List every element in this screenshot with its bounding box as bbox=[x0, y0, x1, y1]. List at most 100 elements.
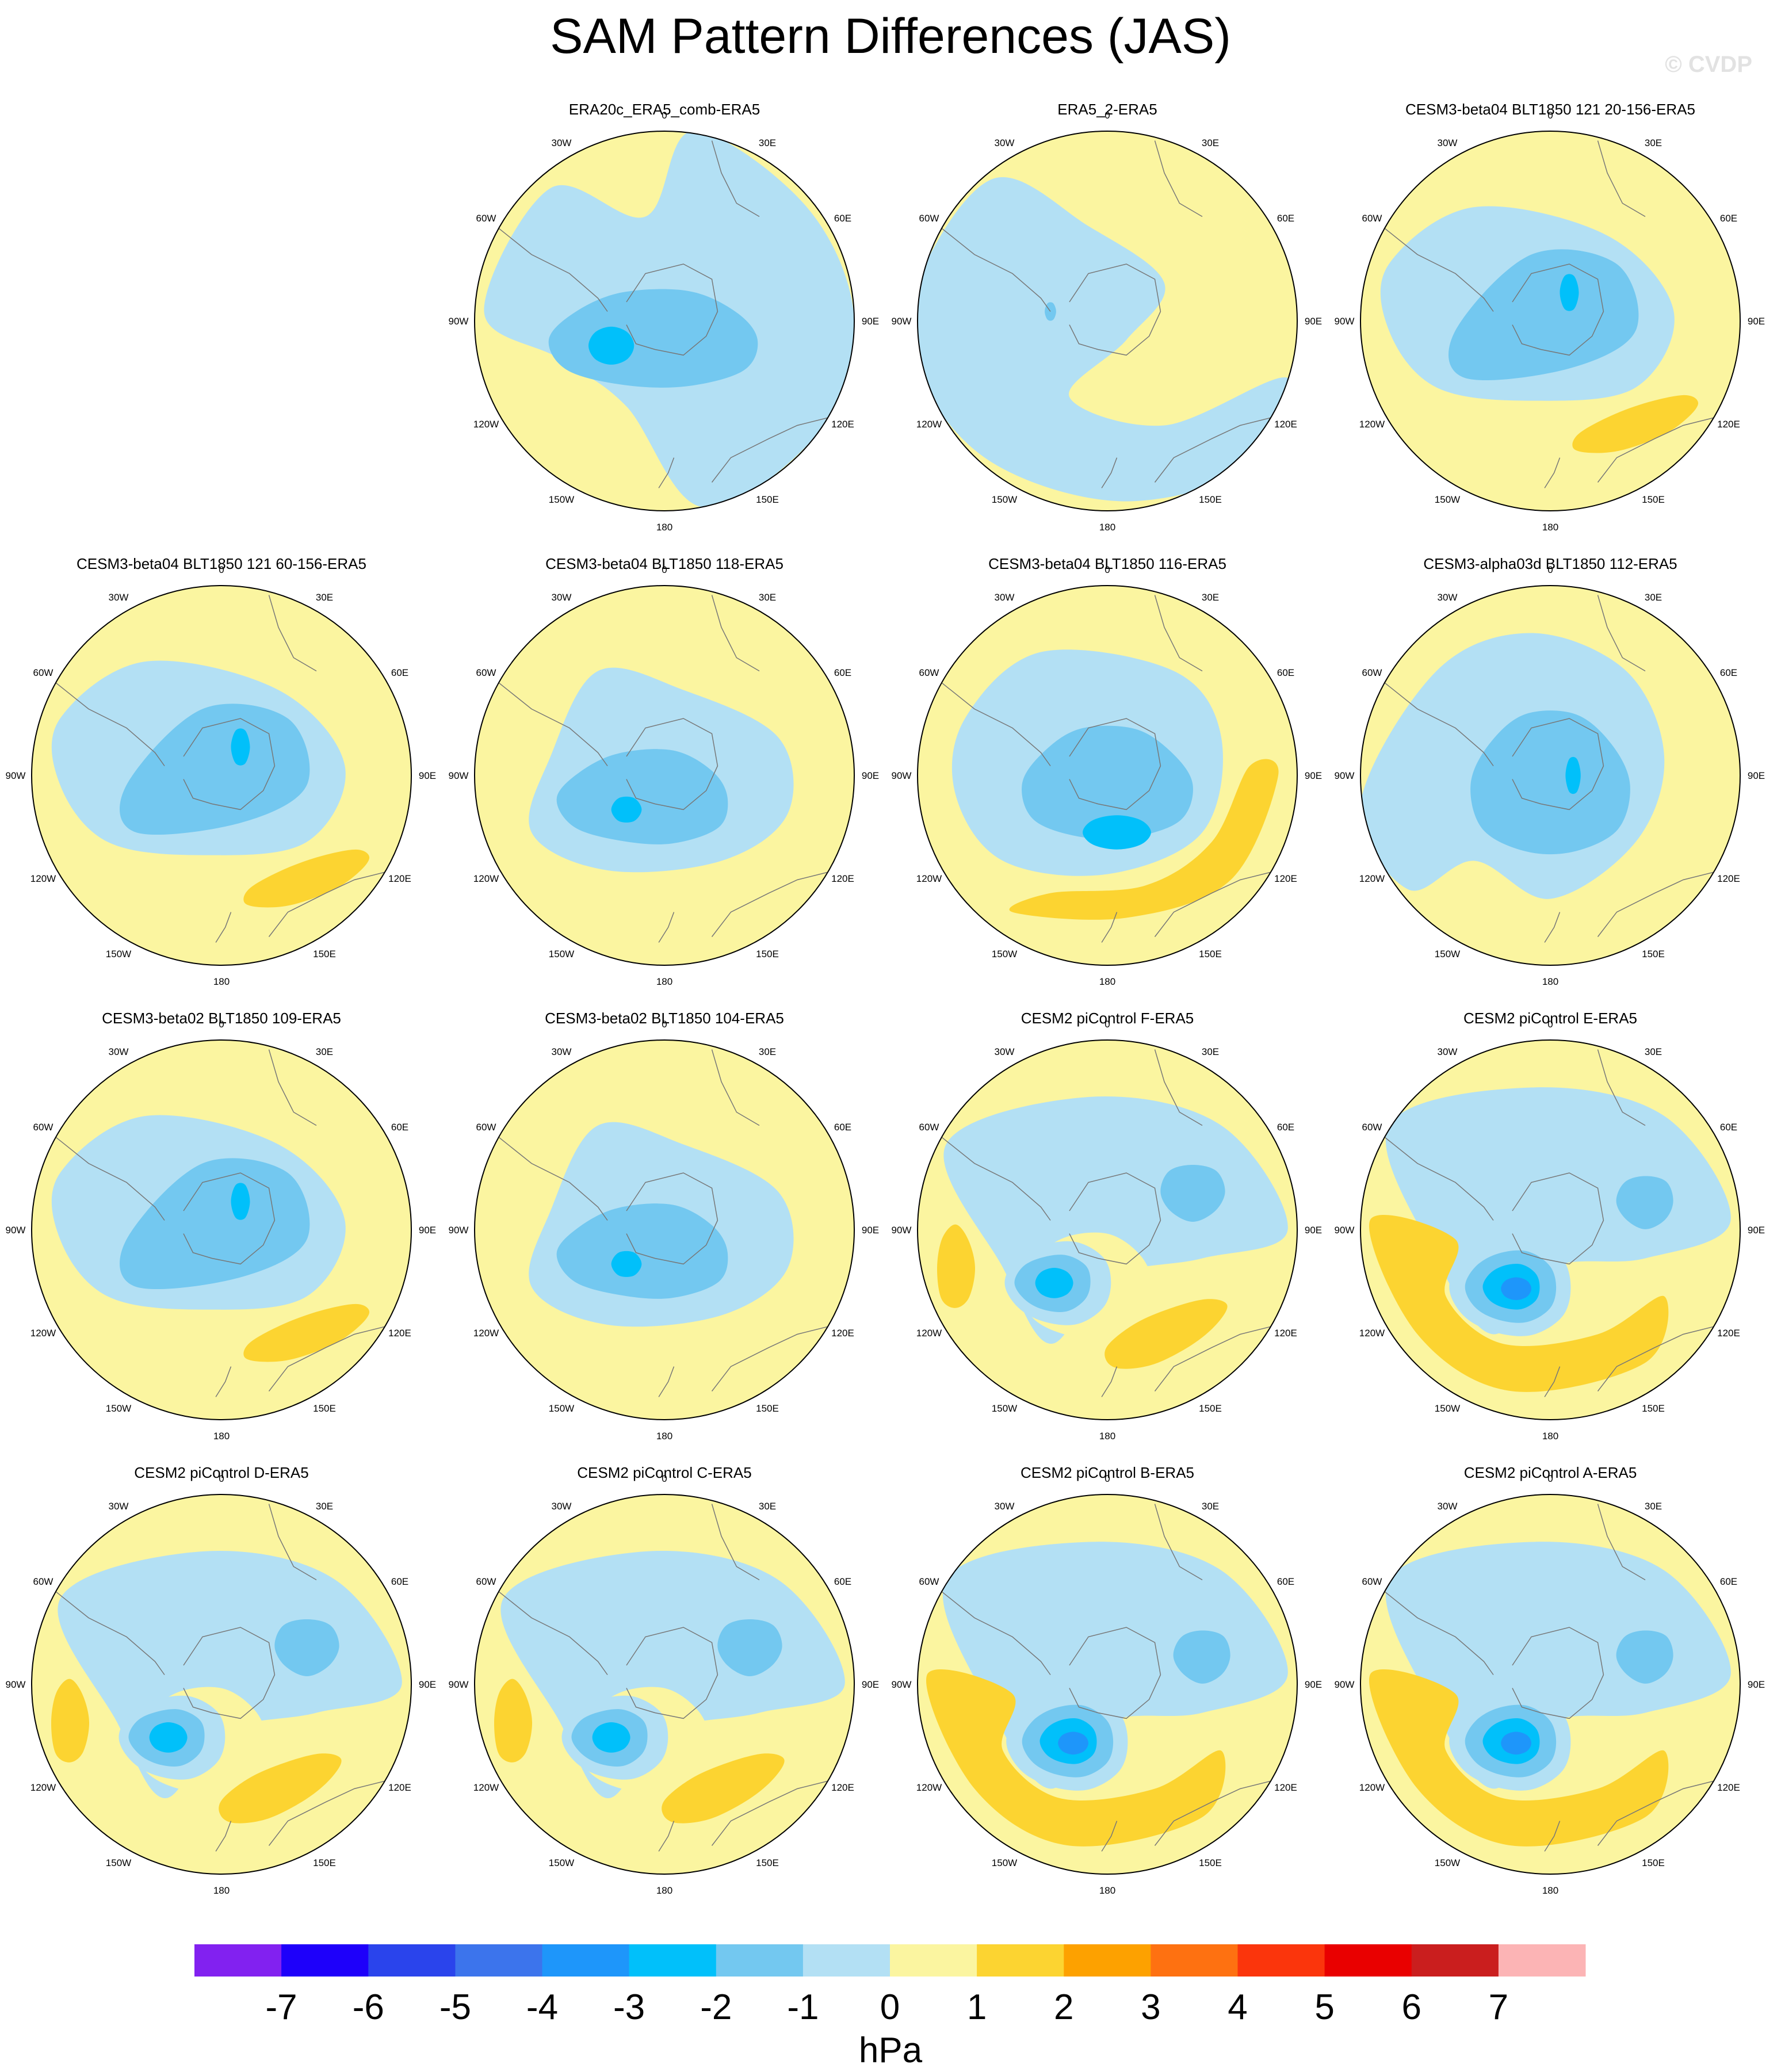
coastline bbox=[1544, 1366, 1561, 1397]
coastline bbox=[626, 263, 718, 356]
longitude-label: 150E bbox=[756, 1403, 779, 1414]
panel-title: CESM2 piControl F-ERA5 bbox=[1021, 1010, 1194, 1027]
map-border bbox=[474, 585, 855, 966]
longitude-label: 60W bbox=[33, 667, 53, 678]
longitude-label: 60E bbox=[1277, 667, 1294, 678]
coastline bbox=[215, 1366, 232, 1397]
coastline bbox=[711, 415, 836, 483]
longitude-label: 30W bbox=[1438, 1501, 1458, 1512]
longitude-label: 90E bbox=[1305, 1679, 1322, 1690]
longitude-label: 90W bbox=[1335, 316, 1355, 327]
longitude-label: 60E bbox=[1720, 667, 1737, 678]
longitude-label: 30W bbox=[109, 1501, 129, 1512]
coastline bbox=[183, 1172, 276, 1265]
coastline bbox=[927, 670, 1051, 766]
longitude-label: 30W bbox=[109, 592, 129, 603]
longitude-label: 30E bbox=[759, 592, 776, 603]
map-panel: ERA20c_ERA5_comb-ERA5 0 30E 60E 90E 120E 150E 1… bbox=[443, 101, 886, 555]
longitude-label: 150E bbox=[1642, 494, 1665, 505]
polar-map: 0 30E 60E 90E 120E 150E 180 150W 120W 90W 60W 30W bbox=[1335, 1019, 1765, 1442]
coastline bbox=[658, 1366, 675, 1397]
coastline bbox=[268, 1049, 317, 1126]
negative-core bbox=[1083, 815, 1151, 850]
longitude-label: 0 bbox=[1547, 110, 1553, 121]
polar-map: 0 30E 60E 90E 120E 150E 180 150W 120W 90W 60W 30W bbox=[449, 1473, 880, 1896]
coastline bbox=[711, 140, 760, 217]
negative-region bbox=[1616, 1630, 1673, 1684]
coastline bbox=[1069, 718, 1161, 811]
colorbar-swatch bbox=[368, 1944, 456, 1977]
longitude-label: 30W bbox=[552, 1501, 572, 1512]
longitude-label: 90W bbox=[892, 770, 912, 781]
map-border bbox=[31, 585, 412, 966]
longitude-label: 120W bbox=[1359, 1328, 1385, 1339]
coastline bbox=[183, 718, 276, 811]
panel-title: CESM3-alpha03d BLT1850 112-ERA5 bbox=[1423, 555, 1677, 572]
coastline bbox=[484, 1125, 608, 1221]
longitude-label: 150E bbox=[1199, 1857, 1222, 1868]
longitude-label: 60W bbox=[476, 213, 496, 224]
field-layer bbox=[475, 586, 854, 965]
longitude-label: 150W bbox=[549, 1857, 574, 1868]
longitude-label: 30W bbox=[1438, 592, 1458, 603]
coastline bbox=[1597, 140, 1646, 217]
longitude-label: 120E bbox=[1717, 1328, 1740, 1339]
negative-region bbox=[274, 1619, 339, 1676]
longitude-label: 150W bbox=[1435, 1403, 1460, 1414]
colorbar-swatch bbox=[542, 1944, 630, 1977]
negative-region bbox=[1173, 1630, 1230, 1684]
longitude-label: 120W bbox=[30, 1328, 56, 1339]
colorbar-tick-label: -1 bbox=[787, 1987, 819, 2027]
panel-title: CESM2 piControl B-ERA5 bbox=[1021, 1464, 1194, 1481]
longitude-label: 60E bbox=[834, 1122, 851, 1133]
longitude-label: 150E bbox=[756, 494, 779, 505]
field-layer bbox=[1360, 1494, 1740, 1874]
longitude-label: 120W bbox=[473, 873, 499, 884]
longitude-label: 0 bbox=[1104, 1019, 1110, 1030]
longitude-label: 90E bbox=[1305, 770, 1322, 781]
map-border bbox=[474, 131, 855, 511]
longitude-label: 90E bbox=[862, 770, 879, 781]
coastline bbox=[626, 1172, 718, 1265]
longitude-label: 150W bbox=[1435, 494, 1460, 505]
coastline bbox=[711, 1504, 760, 1581]
coastline bbox=[1370, 1579, 1494, 1675]
colorbar-swatch bbox=[1237, 1944, 1325, 1977]
positive-region bbox=[243, 1303, 370, 1362]
map-panel: CESM3-beta04 BLT1850 121 20-156-ERA5 0 30E… bbox=[1329, 101, 1772, 555]
coastline bbox=[1512, 1627, 1604, 1719]
longitude-label: 0 bbox=[1104, 564, 1110, 575]
colorbar-swatch bbox=[890, 1944, 977, 1977]
positive-region bbox=[1572, 395, 1699, 453]
panel-title: ERA5_2-ERA5 bbox=[1057, 101, 1157, 118]
coastline bbox=[1154, 415, 1279, 483]
panel-title: CESM3-beta04 BLT1850 118-ERA5 bbox=[545, 555, 784, 572]
longitude-label: 60E bbox=[1277, 1122, 1294, 1133]
coastline bbox=[1512, 1172, 1604, 1265]
polar-map: 0 30E 60E 90E 120E 150E 180 150W 120W 90W 60W 30W bbox=[1335, 564, 1765, 987]
longitude-label: 180 bbox=[213, 1431, 230, 1442]
coastline bbox=[215, 1821, 232, 1852]
coastline bbox=[626, 1627, 718, 1719]
colorbar-tick-label: 2 bbox=[1054, 1987, 1073, 2027]
longitude-label: 150E bbox=[1642, 1403, 1665, 1414]
map-border bbox=[1360, 1494, 1741, 1875]
coastline bbox=[1370, 1125, 1494, 1221]
longitude-label: 90W bbox=[449, 316, 469, 327]
longitude-label: 120E bbox=[831, 419, 854, 430]
longitude-label: 0 bbox=[219, 564, 224, 575]
longitude-label: 120E bbox=[1717, 873, 1740, 884]
coastline bbox=[41, 670, 165, 766]
longitude-label: 60E bbox=[1277, 1576, 1294, 1587]
longitude-label: 60W bbox=[476, 1576, 496, 1587]
negative-core bbox=[1058, 1731, 1088, 1755]
longitude-label: 30E bbox=[1645, 1046, 1662, 1057]
map-panel: CESM2 piControl D-ERA5 0 30E 60E 90E 120E 150E… bbox=[0, 1464, 443, 1918]
negative-region bbox=[1160, 1165, 1225, 1222]
coastline bbox=[1597, 1779, 1722, 1846]
negative-region bbox=[918, 177, 1294, 502]
longitude-label: 30E bbox=[1645, 592, 1662, 603]
polar-map: 0 30E 60E 90E 120E 150E 180 150W 120W 90W 60W 30W bbox=[449, 110, 880, 533]
longitude-label: 90W bbox=[892, 1225, 912, 1236]
longitude-label: 90E bbox=[419, 1679, 436, 1690]
